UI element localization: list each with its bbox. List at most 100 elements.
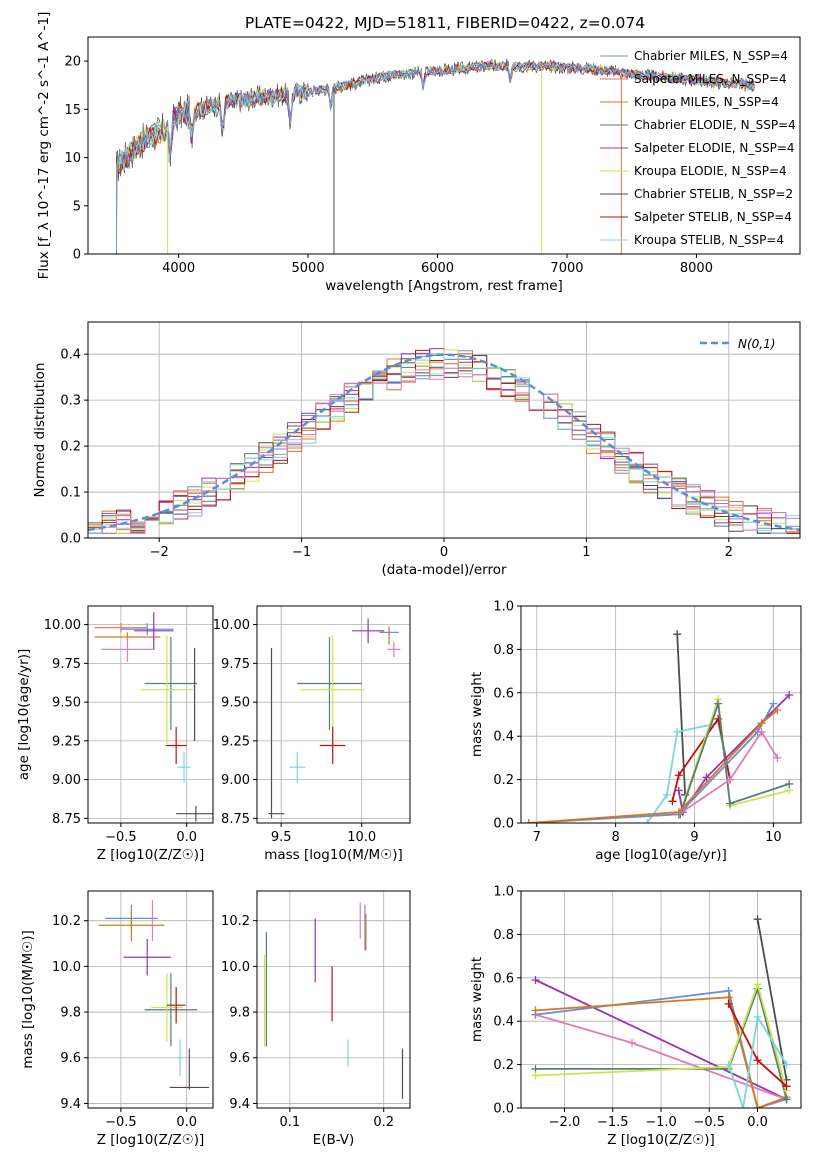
spectrum-kroupa_stelib [116,60,755,254]
y-axis-label: mass [log10(M/M☉)] [20,930,36,1069]
y-tick-label: 0.4 [493,1015,514,1030]
point-marker [724,999,733,1008]
y-tick-label: 0.4 [60,348,81,363]
point-marker [753,915,762,924]
y-tick-label: 9.6 [60,1051,81,1066]
point-marker [753,727,762,736]
panel-residual_hist: −2 −1 0 1 2 0.0 0.1 0.2 0.3 0.4 (data-model)/error… [32,321,801,578]
x-tick-label: −0.5 [105,1115,137,1130]
x-tick-label: −2.0 [549,1115,581,1130]
y-tick-label: 0.6 [493,971,514,986]
y-tick-label: 9.00 [221,773,250,788]
y-tick-label: 9.6 [229,1051,250,1066]
point-marker [773,753,782,762]
series-chabrier_elodie [679,703,790,815]
spectrum-chabrier_miles [116,60,755,254]
legend-label-kroupa_stelib: Kroupa STELIB, N_SSP=4 [634,233,784,247]
point-marker [782,1060,791,1069]
series-kroupa_miles [528,709,778,823]
frame: −2.0 −1.5 −1.0 −0.5 0.0 0.0 0.2 0.4 0.6 0.8 1.0 Z [… [469,885,802,1148]
series-chabrier_miles [528,703,775,823]
point-marker [674,786,683,795]
y-tick-label: 0 [73,248,81,263]
x-axis-label: Z [log10(Z/Z☉)] [97,1132,205,1148]
x-tick-label: −1.0 [645,1115,677,1130]
plot-area [116,58,756,254]
legend-label-salpeter_elodie: Salpeter ELODIE, N_SSP=4 [634,141,795,155]
x-tick-label: −2 [150,545,169,560]
x-tick-label: 6000 [421,261,454,276]
panel-spectrum: 4000 5000 6000 7000 8000 0 5 10 15 20 wavelength [… [36,12,801,294]
point-marker [531,1006,540,1015]
y-tick-label: 9.75 [221,657,250,672]
y-tick-label: 9.75 [52,657,81,672]
x-tick-label: 2 [725,545,733,560]
series-salpeter_elodie [535,979,787,1101]
y-tick-label: 9.25 [221,734,250,749]
x-tick-label: 10 [765,830,782,845]
point-marker [531,975,540,984]
spectrum-salpeter_elodie [116,60,755,254]
y-axis-label: mass weight [469,957,485,1042]
y-tick-label: 0.0 [493,817,514,832]
y-tick-label: 9.8 [229,1006,250,1021]
series-kroupa_miles [535,996,787,1108]
y-tick-label: 20 [64,55,81,70]
figure-title: PLATE=0422, MJD=51811, FIBERID=0422, z=0… [245,14,645,32]
axes-frame [87,36,801,255]
x-tick-label: −1.5 [597,1115,629,1130]
series-chabrier_elodie [535,985,788,1100]
y-tick-label: 10.2 [52,914,81,929]
series-kroupa_elodie [535,981,788,1091]
x-tick-label: 1 [582,545,590,560]
point-marker [753,1056,762,1065]
x-tick-label: 7000 [550,261,583,276]
point-marker [674,808,683,817]
y-tick-label: 10.00 [213,618,250,633]
point-marker [531,1071,540,1080]
point-marker [702,773,711,782]
x-tick-label: 9.5 [271,830,292,845]
legend-label-chabrier_miles: Chabrier MILES, N_SSP=4 [634,49,788,63]
plot-area [268,618,401,819]
y-tick-label: 10.0 [221,960,250,975]
spectrum-chabrier_elodie [116,61,755,254]
point-marker [628,1038,637,1047]
point-marker [726,799,735,808]
spectrum-legend: Chabrier MILES, N_SSP=4 Salpeter MILES, N… [600,49,796,247]
y-tick-label: 1.0 [493,885,514,900]
x-tick-label: 4000 [162,261,195,276]
y-tick-label: 0.6 [493,686,514,701]
frame: −0.5 0.0 9.4 9.6 9.8 10.0 10.2 Z [log10(Z/Z☉)] m… [20,890,214,1148]
panel-mass_vs_Z: −0.5 0.0 9.4 9.6 9.8 10.0 10.2 Z [log10(Z/Z☉)] m… [20,890,214,1148]
plot-area [98,900,210,1090]
x-tick-label: 8000 [680,261,713,276]
y-tick-label: 9.25 [52,734,81,749]
x-tick-label: 8 [612,830,620,845]
x-tick-label: 0.0 [176,830,197,845]
panel-age_vs_Z: −0.5 0.0 8.75 9.00 9.25 9.50 9.75 10.00 Z [log10… [16,605,214,863]
frame: 0.1 0.2 9.4 9.6 9.8 10.0 10.2 E(B-V) [221,890,411,1148]
point-marker [726,775,735,784]
plot-area [524,630,794,823]
point-marker [773,706,782,715]
x-axis-label: E(B-V) [313,1132,355,1148]
panel-age_vs_mass: 9.5 10.0 8.75 9.00 9.25 9.50 9.75 10.00 mass [lo… [213,605,411,863]
point-marker [674,771,683,780]
plot-area [94,612,213,822]
y-tick-label: 0.4 [493,730,514,745]
x-axis-label: wavelength [Angstrom, rest frame] [325,278,563,294]
x-tick-label: 0 [440,545,448,560]
axes-frame [256,890,411,1109]
y-tick-label: 9.50 [221,696,250,711]
x-tick-label: 0.0 [176,1115,197,1130]
plot-area [263,902,404,1099]
series-chabrier_stelib [756,919,788,1080]
panel-mass_vs_ebv: 0.1 0.2 9.4 9.6 9.8 10.0 10.2 E(B-V) [221,890,411,1148]
y-axis-label: Normed distribution [32,363,48,498]
point-marker [782,1095,791,1104]
spectrum-salpeter_stelib [116,61,756,254]
point-marker [739,1104,748,1108]
point-marker [785,779,794,788]
